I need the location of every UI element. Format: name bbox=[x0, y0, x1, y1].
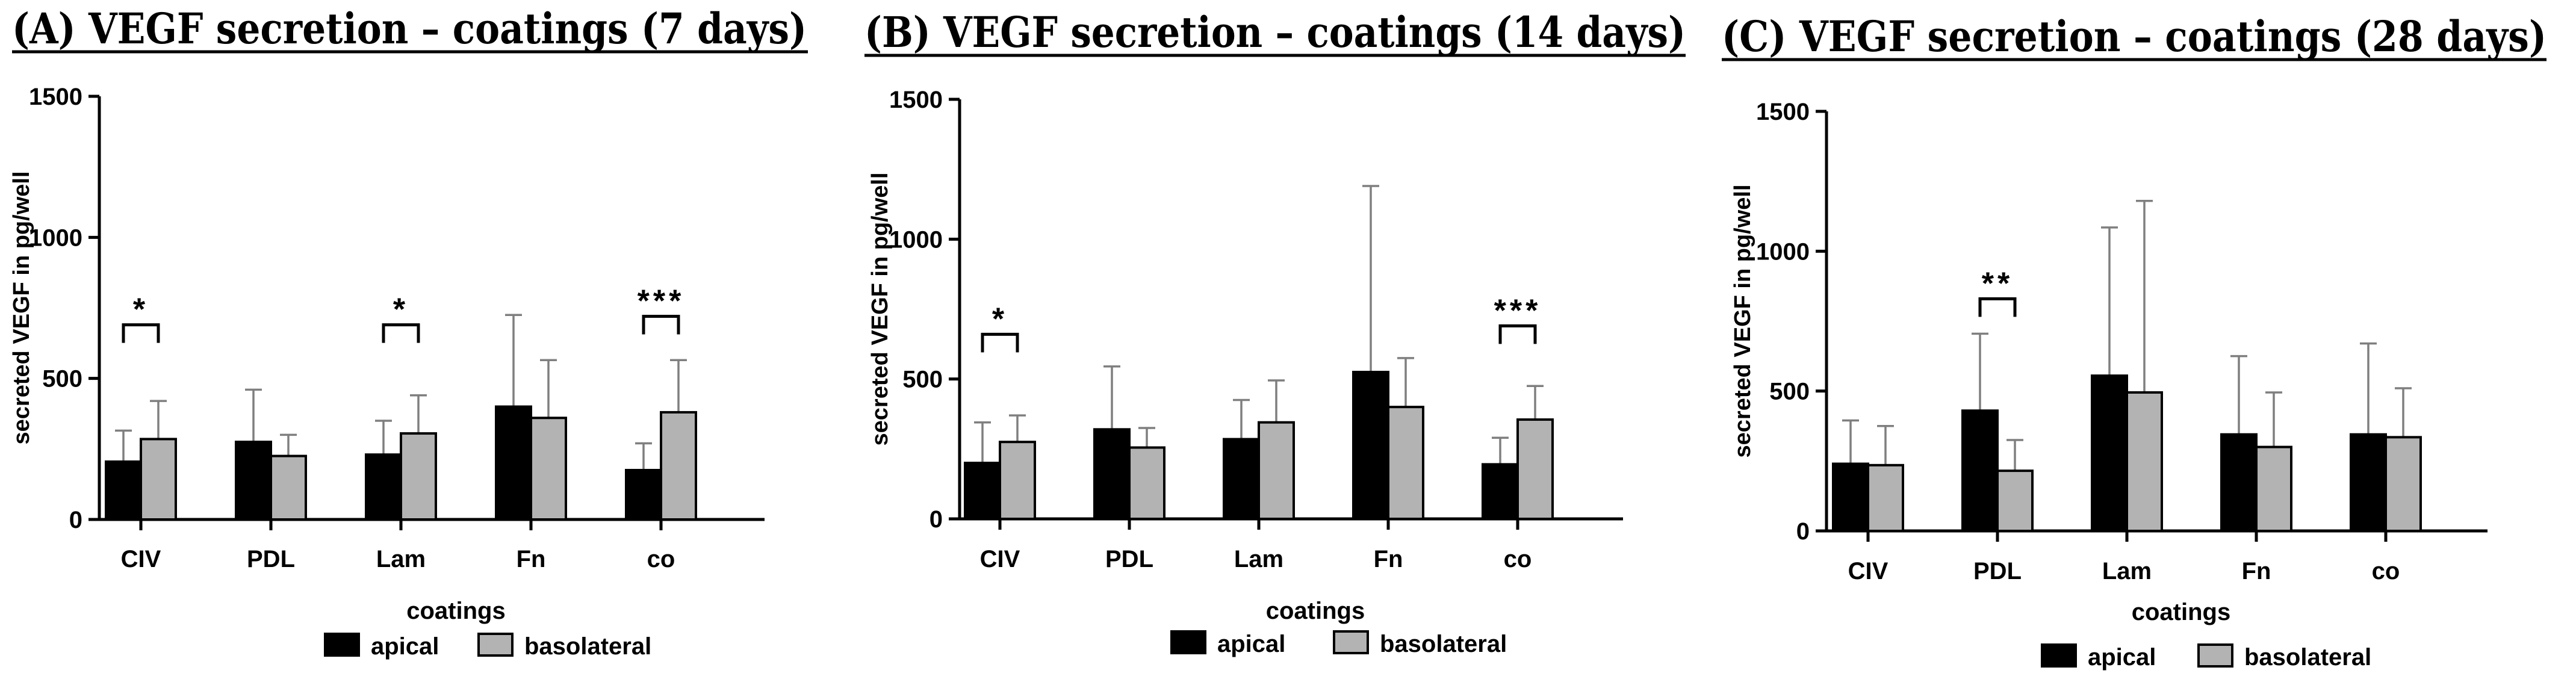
x-tick-label: PDL bbox=[1105, 546, 1153, 572]
significance-bracket bbox=[122, 323, 160, 343]
x-tick-label: co bbox=[647, 546, 675, 572]
bar-apical bbox=[625, 468, 662, 521]
y-tick-label: 1500 bbox=[29, 84, 82, 110]
y-tick-label: 0 bbox=[930, 506, 943, 533]
significance-label: *** bbox=[638, 284, 685, 319]
y-tick-label: 0 bbox=[1796, 518, 1810, 545]
significance-bracket bbox=[1498, 324, 1537, 344]
significance-label: ** bbox=[1982, 266, 2013, 301]
chart-title: (A) VEGF secretion – coatings (7 days) bbox=[12, 4, 807, 54]
x-tick-label: co bbox=[1504, 546, 1532, 572]
bar-basolateral bbox=[999, 441, 1036, 521]
x-axis-title: coatings bbox=[1266, 598, 1365, 624]
bar-basolateral bbox=[1387, 406, 1424, 521]
y-axis-title: secreted VEGF in pg/well bbox=[1730, 184, 1755, 457]
significance-label: * bbox=[133, 293, 149, 327]
significance-label: * bbox=[393, 293, 409, 327]
y-tick-label: 1500 bbox=[1756, 99, 1810, 125]
bar-basolateral bbox=[2126, 391, 2163, 532]
x-tick-label: Lam bbox=[2102, 558, 2152, 584]
x-axis-title: coatings bbox=[2132, 599, 2230, 625]
legend-label-basolateral: basolateral bbox=[524, 633, 651, 660]
significance-label: *** bbox=[1494, 293, 1542, 328]
bar-basolateral bbox=[1867, 463, 1904, 533]
chart-panel-b: (B) VEGF secretion – coatings (14 days) 0… bbox=[858, 0, 1717, 685]
bar-basolateral bbox=[1128, 446, 1165, 521]
bar-apical bbox=[1961, 409, 1999, 533]
legend-swatch-apical bbox=[2041, 643, 2077, 668]
bar-basolateral bbox=[660, 411, 697, 521]
legend-label-apical: apical bbox=[1217, 631, 1285, 657]
x-tick-label: PDL bbox=[1973, 558, 2022, 584]
significance-bracket bbox=[1978, 297, 2017, 317]
y-tick-label: 1000 bbox=[29, 225, 82, 251]
significance-label: * bbox=[992, 302, 1008, 336]
bar-apical bbox=[1223, 438, 1260, 520]
bar-apical bbox=[365, 453, 402, 521]
y-tick-label: 500 bbox=[42, 366, 82, 392]
chart-panel-c: (C) VEGF secretion – coatings (28 days) 0… bbox=[1717, 0, 2575, 685]
bar-basolateral bbox=[1258, 421, 1295, 520]
bar-apical bbox=[2220, 433, 2258, 532]
x-tick-label: Lam bbox=[376, 546, 426, 572]
x-tick-label: Lam bbox=[1234, 546, 1283, 572]
chart-panel-a: (A) VEGF secretion – coatings (7 days) 0 5… bbox=[0, 0, 858, 685]
x-tick-label: CIV bbox=[1848, 558, 1889, 584]
bar-basolateral bbox=[270, 454, 307, 521]
significance-bracket bbox=[382, 323, 420, 343]
y-tick-label: 500 bbox=[902, 367, 943, 393]
significance-bracket bbox=[642, 315, 680, 335]
bar-basolateral bbox=[1516, 418, 1554, 520]
y-tick-label: 1000 bbox=[889, 226, 943, 253]
bar-apical bbox=[1093, 428, 1131, 520]
x-tick-label: PDL bbox=[247, 546, 295, 572]
legend-swatch-basolateral bbox=[2197, 643, 2233, 668]
bar-basolateral bbox=[1996, 470, 2034, 533]
chart-a: (A) VEGF secretion – coatings (7 days) 0 5… bbox=[9, 4, 808, 660]
bar-basolateral bbox=[140, 438, 177, 521]
bar-apical bbox=[105, 460, 142, 521]
x-tick-label: CIV bbox=[121, 546, 161, 572]
bar-apical bbox=[495, 405, 532, 521]
x-tick-label: CIV bbox=[980, 546, 1020, 572]
x-tick-label: co bbox=[2372, 558, 2400, 584]
x-tick-label: Fn bbox=[1374, 546, 1403, 572]
bar-apical bbox=[2350, 433, 2387, 532]
y-axis-title: secreted VEGF in pg/well bbox=[9, 171, 34, 444]
y-tick-label: 500 bbox=[1769, 379, 1810, 405]
y-tick-label: 0 bbox=[69, 507, 82, 533]
legend-label-apical: apical bbox=[371, 633, 439, 660]
chart-c: (C) VEGF secretion – coatings (28 days) 0… bbox=[1722, 11, 2547, 671]
bar-apical bbox=[2091, 374, 2128, 532]
legend-label-basolateral: basolateral bbox=[2244, 644, 2371, 671]
bar-apical bbox=[1482, 463, 1519, 521]
chart-title: (B) VEGF secretion – coatings (14 days) bbox=[864, 7, 1686, 57]
legend-swatch-basolateral bbox=[1333, 630, 1369, 654]
x-axis-title: coatings bbox=[406, 598, 505, 624]
x-tick-label: Fn bbox=[2242, 558, 2271, 584]
legend-swatch-basolateral bbox=[477, 633, 514, 657]
legend-swatch-apical bbox=[1170, 630, 1206, 654]
bar-basolateral bbox=[530, 417, 567, 521]
bar-basolateral bbox=[400, 432, 437, 521]
legend-label-apical: apical bbox=[2088, 644, 2156, 671]
legend-label-basolateral: basolateral bbox=[1380, 631, 1507, 657]
y-tick-label: 1500 bbox=[889, 87, 943, 113]
bar-apical bbox=[235, 441, 272, 521]
significance-bracket bbox=[981, 332, 1019, 353]
legend-swatch-apical bbox=[324, 633, 360, 657]
bar-apical bbox=[964, 462, 1001, 520]
bar-apical bbox=[1352, 371, 1389, 520]
chart-title: (C) VEGF secretion – coatings (28 days) bbox=[1722, 11, 2547, 61]
x-tick-label: Fn bbox=[517, 546, 546, 572]
y-tick-label: 1000 bbox=[1756, 238, 1810, 265]
chart-b: (B) VEGF secretion – coatings (14 days) 0… bbox=[864, 7, 1686, 657]
bar-basolateral bbox=[2385, 436, 2422, 532]
bar-basolateral bbox=[2255, 445, 2292, 532]
y-axis-title: secreted VEGF in pg/well bbox=[867, 172, 893, 445]
bar-apical bbox=[1832, 462, 1869, 532]
